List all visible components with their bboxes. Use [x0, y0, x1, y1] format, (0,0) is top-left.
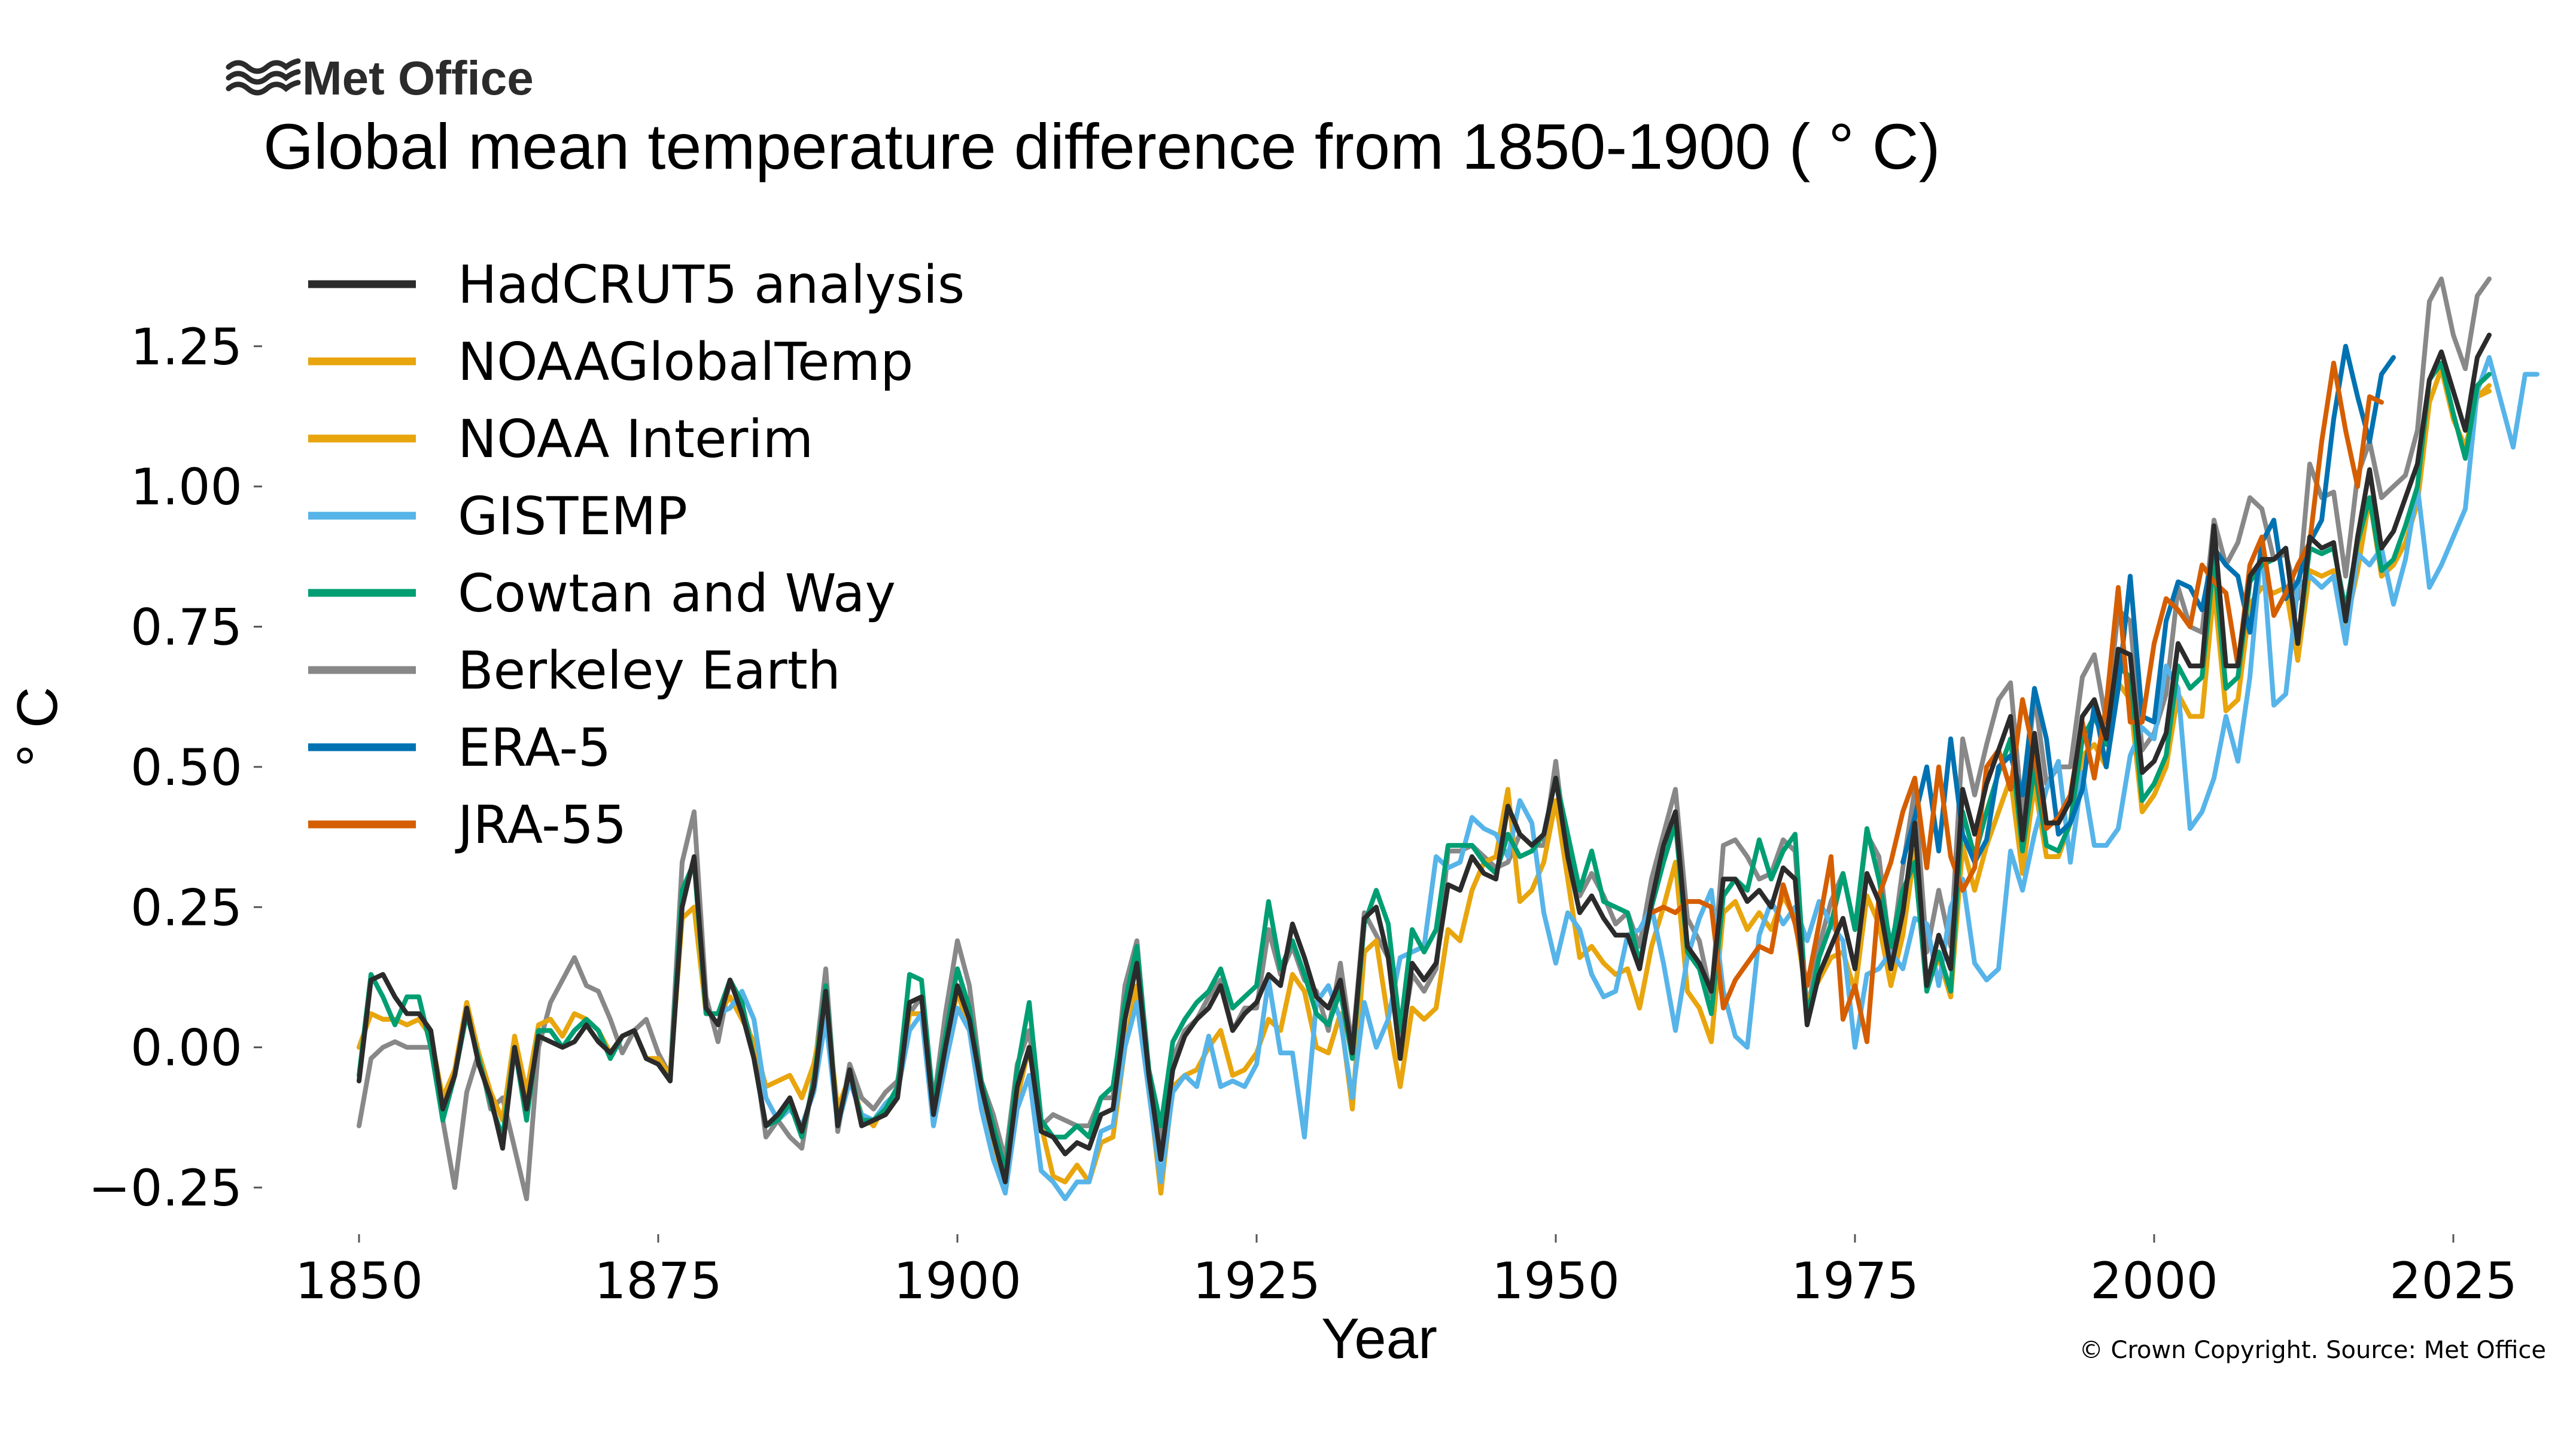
legend-label: NOAA Interim: [458, 409, 813, 470]
x-tick-label: 1850: [295, 1252, 423, 1310]
legend-label: GISTEMP: [458, 486, 688, 547]
copyright-credit: © Crown Copyright. Source: Met Office: [2079, 1337, 2546, 1364]
met-office-logo: Met Office: [226, 51, 534, 105]
y-tick-label: 0.00: [130, 1019, 242, 1077]
legend-label: ERA-5: [458, 717, 611, 778]
chart-title: Global mean temperature difference from …: [263, 110, 1941, 182]
y-tick-label: 1.00: [130, 458, 242, 516]
y-tick-label: 0.50: [130, 738, 242, 797]
axes: 1850 1875 1900 1925 1950 1975 2000 2025 −0.25 0.0…: [89, 318, 2517, 1310]
x-tick-label: 1925: [1193, 1252, 1321, 1310]
series-line-gistemp: [716, 355, 2539, 1201]
x-tick-label: 1975: [1791, 1252, 1919, 1310]
met-office-wave-icon: [226, 58, 301, 96]
legend-label: Berkeley Earth: [458, 640, 841, 701]
x-tick-label: 1950: [1492, 1252, 1620, 1310]
legend-label: JRA-55: [455, 794, 626, 856]
legend-label: HadCRUT5 analysis: [458, 254, 965, 315]
series-layer: [357, 276, 2539, 1201]
x-tick-label: 1900: [893, 1252, 1021, 1310]
series-line-jra-55: [1649, 360, 2384, 1045]
series-line-hadcrut5-analysis: [357, 333, 2492, 1185]
y-axis-label: ° C: [5, 687, 69, 767]
series-line-berkeley-earth: [357, 276, 2492, 1201]
legend-label: Cowtan and Way: [458, 563, 896, 624]
y-tick-label: 1.25: [130, 318, 242, 376]
legend-label: NOAAGlobalTemp: [458, 331, 913, 392]
x-tick-label: 2025: [2389, 1252, 2517, 1310]
y-tick-label: 0.75: [130, 598, 242, 657]
logo-text: Met Office: [302, 51, 534, 105]
series-line-cowtan-and-way: [357, 360, 2492, 1173]
x-axis-label: Year: [1321, 1307, 1437, 1371]
x-tick-label: 1875: [594, 1252, 722, 1310]
y-tick-label: −0.25: [89, 1159, 242, 1217]
y-tick-label: 0.25: [130, 878, 242, 937]
x-tick-label: 2000: [2090, 1252, 2218, 1310]
legend: HadCRUT5 analysis NOAAGlobalTemp NOAA Inte…: [308, 254, 965, 856]
